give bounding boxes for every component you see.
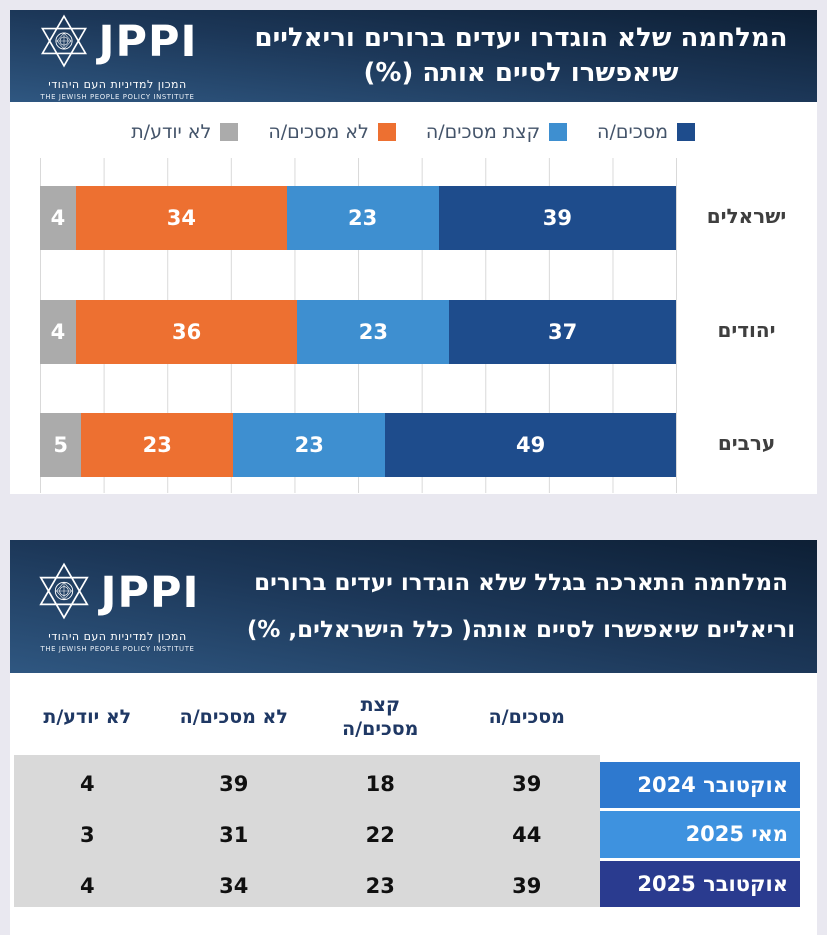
brand-tagline-english: THE JEWISH PEOPLE POLICY INSTITUTE [40,92,195,101]
bar-value: 34 [166,206,196,230]
table-cell: 34 [219,873,249,898]
bar-value: 4 [50,206,66,230]
legend-swatch-disagree-icon [377,123,396,141]
bar-segment-agree: 37 [449,300,676,364]
jppi-logo: JPPI המכון למדיניות העם היהודי THE JEWIS… [10,12,225,101]
row-label-oct-2025: אוקטובר 2025 [600,860,800,907]
bar-value: 39 [542,206,572,230]
bar-segment-disagree: 36 [75,300,298,364]
bar-value: 5 [53,433,68,457]
table-cell: 4 [79,772,95,797]
bar-segment-dont-know: 4 [40,186,76,250]
table-row-oct-2024: 39 18 39 4 [14,755,600,806]
bar-value: 37 [548,320,578,344]
table-header-row: מסכים/ה קצת מסכים/ה לא מסכים/ה לא יודע/ת [14,685,600,751]
bar-segment-dont-know: 5 [39,413,82,477]
chart-legend: מסכים/ה קצת מסכים/ה לא מסכים/ה לא יודע/ת [131,121,695,143]
legend-swatch-somewhat-agree-icon [549,123,568,141]
chart-panel: JPPI המכון למדיניות העם היהודי THE JEWIS… [10,10,817,494]
category-label-arabs: ערבים [717,431,776,455]
table-cell: 39 [512,873,542,898]
bar-value: 36 [172,320,202,344]
legend-item-dont-know: לא יודע/ת [131,121,239,143]
bar-segment-somewhat-agree: 23 [286,186,439,250]
legend-swatch-dont-know-icon [220,123,239,141]
jppi-logo: JPPI המכון למדיניות העם היהודי THE JEWIS… [10,560,225,653]
legend-label: קצת מסכים/ה [425,121,541,143]
bar-row-arabs: 49 23 23 5 [39,413,676,477]
table-cell: 22 [365,822,395,847]
panel1-header: JPPI המכון למדיניות העם היהודי THE JEWIS… [10,10,817,102]
brand-name: JPPI [100,567,200,618]
bar-value: 23 [142,433,172,457]
bar-segment-agree: 49 [385,413,676,477]
legend-item-disagree: לא מסכים/ה [268,121,396,143]
brand-name: JPPI [98,17,198,67]
star-of-david-icon [35,560,93,626]
bar-segment-somewhat-agree: 23 [297,300,450,364]
table-title: המלחמה התארכה בגלל שלא הוגדרו יעדים ברור… [225,560,817,654]
row-label-oct-2024: אוקטובר 2024 [600,762,800,809]
bar-row-israelis: 39 23 34 4 [40,186,676,250]
bar-value: 23 [358,320,388,344]
jppi-logo-top: JPPI [35,560,199,626]
legend-item-agree: מסכים/ה [597,121,695,143]
column-header-dont-know: לא יודע/ת [43,706,132,729]
bar-segment-dont-know: 4 [40,300,76,364]
table-cell: 4 [79,873,95,898]
bar-segment-somewhat-agree: 23 [233,413,386,477]
table-row-oct-2025: 39 23 34 4 [14,856,600,907]
legend-label: לא יודע/ת [131,121,212,143]
plot-area: 39 23 34 4 37 23 36 4 49 23 23 5 [39,158,677,493]
bar-segment-agree: 39 [438,186,676,250]
table-row-may-2025: 44 22 31 3 [14,806,600,857]
table-cell: 39 [219,772,249,797]
table-body: 39 18 39 4 44 22 31 3 39 23 34 4 [14,755,600,907]
table-cell: 44 [512,822,542,847]
table-cell: 23 [365,873,395,898]
table-title-line1: המלחמה התארכה בגלל שלא הוגדרו יעדים ברור… [254,569,788,596]
jppi-logo-top: JPPI [37,12,197,74]
brand-tagline-hebrew: המכון למדיניות העם היהודי [48,77,187,91]
table-cell: 31 [219,822,249,847]
column-header-somewhat-agree: קצת מסכים/ה [342,694,419,740]
brand-tagline-hebrew: המכון למדיניות העם היהודי [48,630,187,643]
brand-tagline-english: THE JEWISH PEOPLE POLICY INSTITUTE [40,645,195,653]
panel2-header: JPPI המכון למדיניות העם היהודי THE JEWIS… [10,540,817,673]
legend-item-somewhat-agree: קצת מסכים/ה [425,121,568,143]
table-row-labels: אוקטובר 2024 מאי 2025 אוקטובר 2025 [600,762,800,907]
category-axis: ישראלים יהודים ערבים [676,158,817,493]
bar-segment-disagree: 23 [81,413,234,477]
bar-value: 23 [348,206,378,230]
bar-row-jews: 37 23 36 4 [40,300,676,364]
bar-value: 4 [50,320,66,344]
bar-value: 23 [294,433,324,457]
legend-swatch-agree-icon [677,123,695,141]
table-cell: 39 [512,772,542,797]
table-cell: 18 [365,772,395,797]
table-cell: 3 [79,822,95,847]
column-header-agree: מסכים/ה [488,706,565,729]
legend-label: לא מסכים/ה [268,121,369,143]
bar-value: 49 [516,433,546,457]
column-header-disagree: לא מסכים/ה [179,706,288,729]
chart-title: המלחמה שלא הוגדרו יעדים ברורים וריאליים … [225,21,817,91]
chart-title-line2: שיאפשרו לסיים אותה (%) [363,58,679,88]
star-of-david-icon [37,12,91,74]
table-panel: JPPI המכון למדיניות העם היהודי THE JEWIS… [10,540,817,935]
category-label-israelis: ישראלים [706,204,787,228]
category-label-jews: יהודים [717,318,776,342]
table-title-line2: וריאליים שיאפשרו לסיים אותה( כלל הישראלי… [246,616,796,643]
chart-title-line1: המלחמה שלא הוגדרו יעדים ברורים וריאליים [254,23,788,53]
legend-label: מסכים/ה [597,121,668,143]
row-label-may-2025: מאי 2025 [600,811,800,858]
bar-segment-disagree: 34 [75,186,287,250]
